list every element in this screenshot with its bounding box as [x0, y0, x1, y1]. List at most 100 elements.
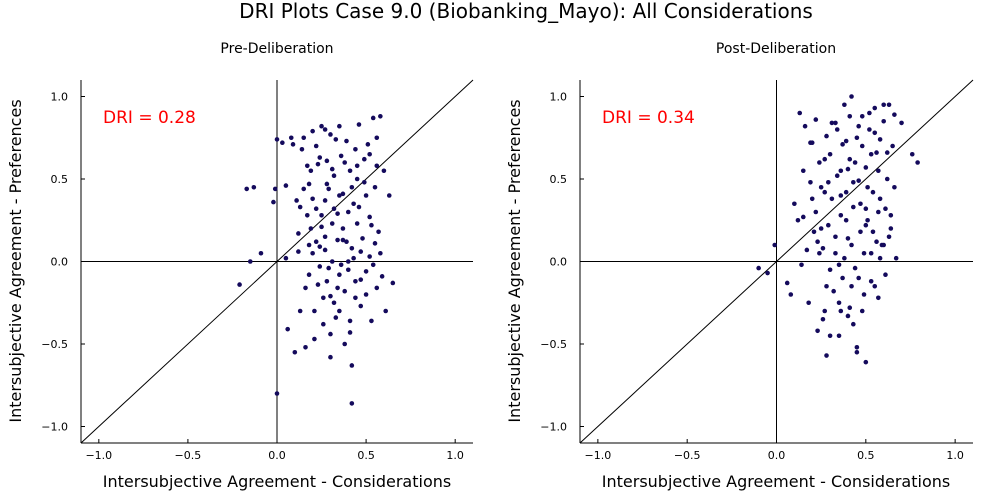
- data-point: [349, 246, 355, 251]
- data-point: [317, 264, 323, 269]
- data-point: [756, 265, 761, 271]
- y-tick-label: 0.5: [550, 173, 568, 186]
- data-point: [329, 259, 335, 264]
- data-point: [251, 184, 257, 190]
- data-point: [335, 237, 340, 243]
- data-point: [363, 193, 369, 198]
- data-point: [237, 282, 242, 287]
- data-point: [338, 262, 344, 268]
- data-point: [360, 236, 365, 241]
- data-point: [324, 181, 330, 187]
- data-point: [863, 165, 869, 170]
- data-point: [370, 262, 376, 268]
- data-point: [301, 135, 307, 141]
- data-point: [833, 234, 838, 240]
- data-point: [315, 161, 321, 167]
- data-point: [842, 102, 847, 108]
- data-point: [884, 150, 890, 155]
- data-point: [842, 255, 847, 261]
- data-point: [836, 333, 842, 339]
- data-point: [344, 239, 349, 244]
- data-point: [868, 250, 874, 256]
- data-point: [818, 226, 824, 231]
- data-point: [381, 168, 387, 174]
- data-point: [808, 180, 813, 185]
- data-point: [367, 214, 372, 220]
- data-point: [386, 193, 392, 198]
- data-point: [362, 156, 367, 162]
- data-point: [354, 221, 360, 226]
- data-point: [292, 349, 298, 355]
- data-point: [827, 267, 833, 273]
- data-point: [271, 199, 276, 205]
- data-point: [272, 186, 278, 192]
- data-point: [340, 226, 346, 231]
- data-point: [378, 114, 383, 119]
- data-point: [324, 279, 330, 284]
- data-point: [883, 206, 888, 211]
- data-point: [826, 180, 831, 185]
- data-point: [333, 315, 339, 320]
- data-point: [362, 180, 367, 185]
- data-point: [845, 236, 851, 241]
- data-point: [374, 135, 380, 141]
- x-tick-label: −1.0: [585, 449, 612, 462]
- data-point: [851, 321, 856, 327]
- data-point: [319, 123, 324, 129]
- data-point: [280, 140, 285, 145]
- data-point: [367, 254, 372, 259]
- data-point: [800, 214, 806, 220]
- data-point: [288, 135, 294, 141]
- x-tick-label: 1.0: [946, 449, 964, 462]
- data-point: [347, 318, 353, 324]
- data-point: [297, 204, 303, 210]
- data-point: [800, 168, 806, 174]
- data-point: [296, 231, 301, 236]
- data-point: [811, 229, 817, 235]
- data-point: [303, 345, 308, 350]
- data-point: [322, 198, 328, 203]
- data-point: [840, 275, 845, 281]
- data-point: [310, 250, 315, 256]
- data-point: [784, 280, 790, 286]
- data-point: [829, 120, 835, 126]
- data-point: [883, 272, 888, 278]
- x-axis-label: Intersubjective Agreement - Consideratio…: [103, 472, 451, 491]
- x-tick-label: 0.5: [357, 449, 375, 462]
- data-point: [847, 305, 853, 311]
- data-point: [356, 204, 362, 210]
- data-point: [863, 359, 869, 365]
- data-point: [322, 234, 328, 240]
- data-point: [824, 283, 829, 289]
- data-point: [304, 163, 310, 169]
- data-point: [258, 250, 264, 256]
- panel-post-deliberation: Post-Deliberation Intersubjective Agreem…: [505, 41, 974, 491]
- data-point: [845, 313, 851, 319]
- data-point: [283, 255, 289, 261]
- data-point: [851, 180, 856, 185]
- data-point: [854, 349, 860, 355]
- data-point: [890, 143, 895, 149]
- data-point: [349, 184, 355, 190]
- data-point: [870, 229, 876, 235]
- x-tick-label: 1.0: [446, 449, 464, 462]
- data-point: [313, 206, 319, 211]
- data-point: [326, 265, 331, 271]
- data-point: [836, 262, 842, 268]
- data-point: [822, 189, 828, 195]
- data-point: [826, 222, 831, 228]
- data-point: [893, 255, 899, 261]
- data-point: [843, 138, 849, 144]
- data-point: [274, 391, 280, 396]
- x-tick-label: 0.0: [768, 449, 786, 462]
- data-point: [829, 196, 835, 202]
- data-point: [849, 283, 854, 289]
- data-point: [345, 209, 351, 215]
- data-point: [321, 295, 326, 301]
- data-point: [886, 234, 892, 240]
- data-point: [372, 184, 378, 190]
- x-tick-label: 0.5: [857, 449, 875, 462]
- y-tick-label: 0.5: [51, 173, 69, 186]
- data-point: [868, 151, 874, 157]
- data-point: [806, 300, 811, 306]
